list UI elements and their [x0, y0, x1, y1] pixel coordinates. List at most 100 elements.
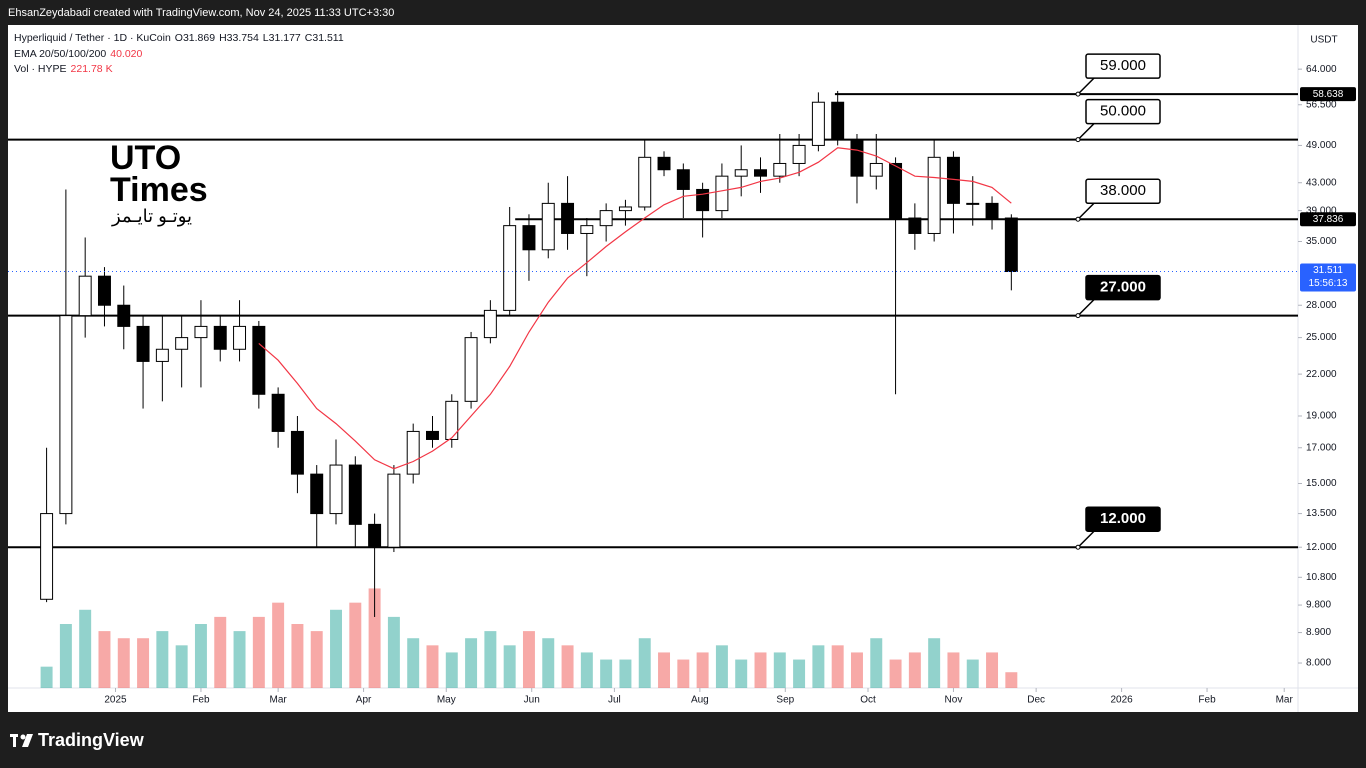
volume-bar	[407, 638, 420, 688]
volume-bar	[638, 638, 651, 688]
candle-body	[97, 275, 111, 306]
y-tick-label: 12.000	[1306, 542, 1337, 553]
volume-bar	[696, 652, 709, 688]
y-tick-label: 10.800	[1306, 572, 1337, 583]
candle-body	[985, 202, 999, 219]
candle-body	[657, 156, 671, 171]
volume-bar	[194, 624, 207, 688]
volume-bar	[908, 652, 921, 688]
ohlc: L31.177	[262, 32, 301, 44]
volume-bar	[658, 652, 671, 688]
y-tick-label: 49.000	[1306, 140, 1337, 151]
volume-bar	[850, 652, 863, 688]
volume-bar	[793, 659, 806, 688]
candle-body	[387, 473, 401, 548]
x-tick-label: Aug	[691, 695, 709, 706]
x-tick-label: 2025	[104, 695, 127, 706]
volume-bar	[349, 602, 362, 688]
ema-line	[258, 147, 1012, 470]
callout-pointer	[1077, 299, 1095, 317]
candle-body	[483, 309, 497, 339]
volume-bar	[677, 659, 690, 688]
candle-body	[155, 348, 169, 362]
callout-box	[1085, 53, 1161, 79]
candle-body	[329, 464, 343, 515]
candle-body	[966, 202, 980, 205]
y-tick-label: 8.900	[1306, 627, 1331, 638]
volume-bar	[426, 645, 439, 688]
y-tick-label: 28.000	[1306, 300, 1337, 311]
volume-bar	[252, 616, 265, 688]
y-tick-label: 9.800	[1306, 600, 1331, 611]
callout-label: 38.000	[1100, 182, 1146, 199]
candle-body	[869, 162, 883, 177]
candle-body	[78, 275, 92, 317]
volume-bar	[580, 652, 593, 688]
price-tag-label: 37.836	[1313, 214, 1344, 225]
x-tick-label: Dec	[1027, 695, 1045, 706]
candle-body	[252, 325, 266, 395]
candle-body	[599, 210, 613, 227]
callout-box	[1085, 506, 1161, 532]
price-tag-label: 58.638	[1313, 89, 1344, 100]
candle-body	[927, 156, 941, 234]
last-price-label: 31.511	[1313, 265, 1343, 276]
candle-body	[1004, 217, 1018, 273]
volume-bar	[156, 631, 169, 688]
watermark: UTO	[110, 139, 181, 177]
volume-bar	[79, 609, 92, 688]
candle-body	[638, 156, 652, 208]
callout-label: 27.000	[1100, 279, 1146, 296]
candle-body	[136, 325, 150, 362]
vol-value: 221.78 K	[70, 63, 113, 75]
volume-bar	[619, 659, 632, 688]
legend: Hyperliquid / Tether · 1D · KuCoin O31.86…	[14, 31, 348, 78]
volume-bar	[754, 652, 767, 688]
vol-name: Vol · HYPE	[14, 63, 67, 75]
currency: USDT	[1310, 35, 1337, 46]
volume-bar	[966, 659, 979, 688]
candle-body	[426, 430, 439, 440]
candle-body	[59, 315, 73, 515]
candle-body	[734, 169, 748, 177]
price-tag	[1300, 87, 1356, 102]
callout-pointer	[1077, 530, 1095, 548]
y-tick-label: 56.500	[1306, 99, 1337, 110]
candle-body	[831, 101, 845, 141]
x-tick-label: Jul	[608, 695, 621, 706]
callout-pointer	[1077, 123, 1095, 141]
legend-row: EMA 20/50/100/200 40.020	[14, 47, 348, 63]
y-tick-label: 39.000	[1306, 205, 1337, 216]
callout-anchor	[1075, 313, 1081, 319]
candle-body	[194, 325, 208, 339]
ohlc: O31.869	[174, 32, 216, 44]
x-tick-label: Oct	[860, 695, 876, 706]
x-tick-label: May	[437, 695, 456, 706]
callout-anchor	[1075, 137, 1081, 143]
candle-body	[676, 169, 690, 190]
candle-body	[561, 202, 575, 234]
x-tick-label: Jun	[524, 695, 540, 706]
y-tick-label: 35.000	[1306, 236, 1337, 247]
candle-body	[580, 225, 594, 234]
y-tick-label: 25.000	[1306, 332, 1337, 343]
y-tick-label: 17.000	[1306, 442, 1337, 453]
y-tick-label: 8.000	[1306, 658, 1331, 669]
callout-anchor	[1075, 216, 1081, 222]
volume-bar	[137, 638, 150, 688]
callout-anchor	[1075, 544, 1081, 550]
volume-bar	[503, 645, 516, 688]
footer-logo	[10, 734, 33, 747]
watermark: Times	[110, 171, 208, 209]
candle-body	[117, 304, 131, 327]
credit: EhsanZeydabadi created with TradingView.…	[8, 7, 394, 19]
volume-bar	[465, 638, 478, 688]
x-tick-label: Nov	[945, 695, 963, 706]
y-tick-label: 13.500	[1306, 508, 1337, 519]
candle-body	[811, 101, 825, 146]
volume-bar	[889, 659, 902, 688]
volume-bar	[59, 624, 72, 688]
volume-bar	[272, 602, 285, 688]
